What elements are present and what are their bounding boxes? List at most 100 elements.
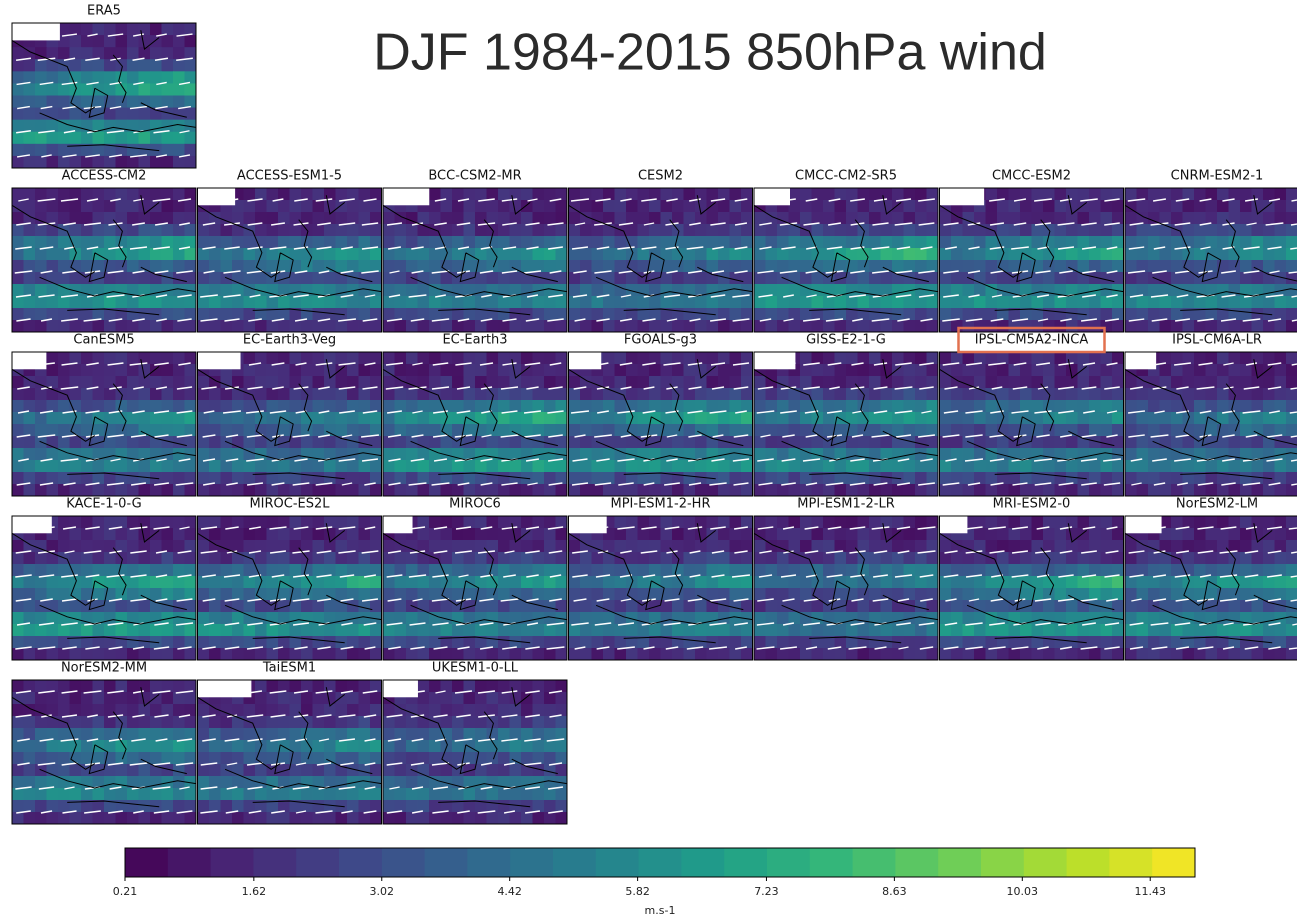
map-cell: [869, 296, 881, 309]
map-cell: [997, 272, 1009, 285]
map-cell: [626, 188, 638, 201]
map-cell: [812, 388, 824, 401]
map-cell: [556, 460, 568, 473]
map-cell: [24, 132, 36, 145]
map-cell: [1112, 364, 1124, 377]
map-cell: [209, 484, 221, 497]
map-cell: [823, 460, 835, 473]
map-cell: [603, 648, 615, 661]
missing-data: [12, 516, 52, 533]
map-cell: [812, 320, 824, 333]
map-cell: [892, 624, 904, 637]
map-cell: [684, 388, 696, 401]
map-cell: [754, 636, 766, 649]
map-cell: [185, 576, 197, 589]
map-cell: [127, 412, 139, 425]
map-cell: [1032, 212, 1044, 225]
map-cell: [892, 364, 904, 377]
map-cell: [1240, 320, 1252, 333]
map-cell: [766, 460, 778, 473]
map-cell: [869, 272, 881, 285]
map-cell: [336, 588, 348, 601]
map-cell: [580, 436, 592, 449]
map-cell: [638, 212, 650, 225]
map-cell: [544, 272, 556, 285]
map-cell: [626, 272, 638, 285]
map-cell: [232, 484, 244, 497]
map-cell: [592, 200, 604, 213]
map-cell: [173, 59, 185, 72]
map-cell: [185, 272, 197, 285]
map-cell: [661, 376, 673, 389]
map-cell: [255, 200, 267, 213]
map-cell: [370, 576, 382, 589]
map-cell: [638, 552, 650, 565]
map-cell: [475, 564, 487, 577]
map-cell: [1125, 412, 1137, 425]
map-cell: [1206, 400, 1218, 413]
map-cell: [1263, 188, 1275, 201]
map-cell: [730, 284, 742, 297]
map-cell: [1089, 296, 1101, 309]
map-cell: [244, 260, 256, 273]
map-cell: [12, 156, 24, 169]
map-cell: [649, 200, 661, 213]
map-cell: [904, 636, 916, 649]
map-cell: [544, 516, 556, 529]
map-cell: [556, 388, 568, 401]
map-cell: [370, 484, 382, 497]
map-cell: [638, 352, 650, 365]
map-cell: [1194, 200, 1206, 213]
map-cell: [718, 528, 730, 541]
map-cell: [846, 564, 858, 577]
map-cell: [1112, 484, 1124, 497]
map-cell: [892, 248, 904, 261]
map-cell: [127, 460, 139, 473]
map-cell: [556, 600, 568, 613]
map-cell: [498, 600, 510, 613]
map-cell: [869, 308, 881, 321]
map-cell: [313, 424, 325, 437]
map-cell: [395, 260, 407, 273]
map-cell: [858, 600, 870, 613]
map-cell: [626, 484, 638, 497]
map-cell: [800, 436, 812, 449]
map-cell: [904, 484, 916, 497]
map-cell: [592, 624, 604, 637]
map-cell: [406, 364, 418, 377]
map-cell: [603, 400, 615, 413]
map-cell: [672, 296, 684, 309]
map-cell: [383, 576, 395, 589]
map-cell: [359, 248, 371, 261]
map-cell: [406, 624, 418, 637]
map-cell: [869, 624, 881, 637]
map-cell: [869, 224, 881, 237]
map-cell: [766, 624, 778, 637]
map-cell: [173, 516, 185, 529]
map-cell: [707, 436, 719, 449]
map-cell: [255, 352, 267, 365]
map-cell: [1089, 388, 1101, 401]
map-cell: [1078, 484, 1090, 497]
map-cell: [800, 484, 812, 497]
map-cell: [974, 320, 986, 333]
map-cell: [150, 188, 162, 201]
map-cell: [81, 200, 93, 213]
map-cell: [383, 648, 395, 661]
map-cell: [104, 436, 116, 449]
map-cell: [116, 47, 128, 60]
map-cell: [162, 564, 174, 577]
map-cell: [846, 540, 858, 553]
map-cell: [915, 272, 927, 285]
map-cell: [927, 412, 939, 425]
map-cell: [940, 388, 952, 401]
map-cell: [626, 200, 638, 213]
map-cell: [707, 200, 719, 213]
map-cell: [475, 540, 487, 553]
map-cell: [858, 320, 870, 333]
map-cell: [429, 200, 441, 213]
map-cell: [1101, 296, 1113, 309]
map-cell: [173, 388, 185, 401]
map-cell: [255, 540, 267, 553]
map-cell: [383, 376, 395, 389]
